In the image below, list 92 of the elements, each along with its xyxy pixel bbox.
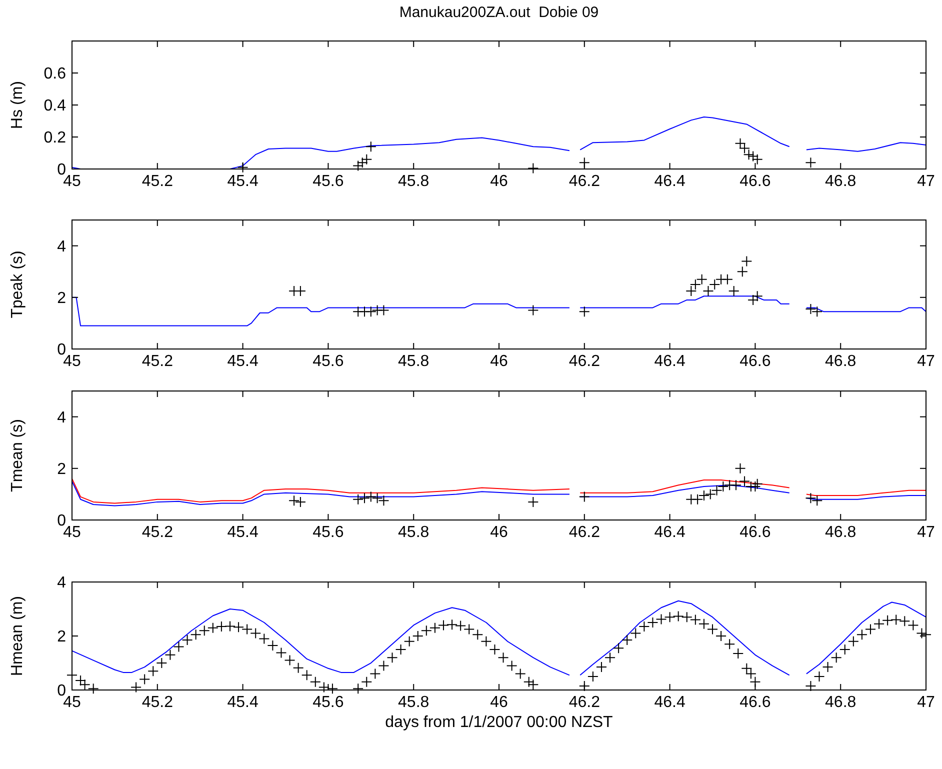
y-axis-title: Tpeak (s) (9, 250, 26, 318)
x-tick-label: 47 (917, 353, 935, 370)
point (578, 491, 590, 502)
x-tick-label: 46.8 (825, 353, 856, 370)
x-tick-label: 47 (917, 524, 935, 541)
point (237, 162, 248, 173)
point (698, 490, 710, 501)
point (752, 290, 763, 302)
point (356, 157, 368, 168)
y-tick-label: 0.6 (44, 66, 66, 83)
point (704, 488, 716, 500)
point (578, 306, 590, 318)
point (361, 154, 372, 165)
y-axis-title: Hs (m) (9, 81, 26, 129)
point (752, 478, 763, 490)
y-tick-label: 0.2 (44, 130, 66, 147)
y-tick-label: 0.4 (44, 98, 66, 115)
point (709, 279, 720, 290)
point (528, 496, 539, 508)
x-tick-label: 46.8 (825, 524, 856, 541)
x-tick-label: 46 (490, 524, 508, 541)
point (378, 304, 390, 316)
point (741, 256, 752, 267)
x-tick-label: 45.8 (398, 173, 430, 190)
x-tick-label: 47 (917, 173, 935, 190)
x-tick-label: 46.6 (740, 524, 771, 541)
x-tick-label: 45.4 (227, 694, 258, 711)
y-tick-label: 2 (57, 461, 66, 478)
x-tick-label: 46.2 (568, 173, 600, 190)
x-tick-label: 45.8 (398, 694, 430, 711)
point (702, 285, 714, 296)
x-tick-label: 45.4 (227, 524, 258, 541)
point (722, 274, 733, 285)
y-axis-title: Tmean (s) (9, 419, 26, 492)
x-tick-label: 46.6 (740, 173, 771, 190)
point (365, 491, 376, 502)
point (365, 141, 376, 152)
x-tick-label: 46.4 (654, 353, 686, 370)
y-tick-label: 2 (57, 628, 66, 646)
x-axis-title: days from 1/1/2007 00:00 NZST (385, 714, 614, 731)
x-tick-label: 45.4 (227, 353, 258, 370)
point (288, 495, 300, 506)
point (686, 285, 697, 296)
point (358, 492, 370, 504)
x-tick-label: 46.4 (654, 524, 686, 541)
x-tick-label: 45.8 (398, 353, 430, 370)
x-tick-label: 45.6 (312, 353, 344, 370)
y-tick-label: 2 (57, 290, 66, 307)
point (696, 274, 708, 285)
point (805, 157, 816, 168)
x-tick-label: 45.2 (142, 694, 174, 711)
point (711, 484, 722, 496)
x-tick-label: 45.2 (142, 173, 174, 190)
chart-title: Manukau200ZA.out Dobie 09 (399, 4, 599, 21)
x-tick-label: 46 (490, 353, 508, 370)
y-tick-label: 4 (57, 574, 66, 592)
x-tick-label: 45.6 (312, 694, 344, 711)
x-tick-label: 46.2 (568, 353, 600, 370)
point (734, 462, 746, 474)
point (736, 266, 748, 278)
y-tick-label: 4 (57, 238, 66, 256)
point (690, 279, 701, 290)
point (352, 160, 364, 172)
x-tick-label: 45.4 (227, 173, 258, 190)
x-tick-label: 45.6 (312, 173, 344, 190)
point (728, 285, 740, 296)
x-tick-label: 47 (917, 694, 935, 711)
y-tick-label: 4 (57, 409, 66, 426)
x-tick-label: 45.2 (142, 524, 174, 541)
x-tick-label: 46 (490, 694, 508, 711)
x-tick-label: 46.4 (654, 694, 686, 711)
x-tick-label: 46.8 (825, 694, 856, 711)
x-tick-label: 45.2 (142, 353, 174, 370)
x-tick-label: 45.6 (312, 524, 344, 541)
x-tick-label: 46.6 (740, 694, 771, 711)
x-tick-label: 46.4 (654, 173, 686, 190)
x-tick-label: 45.8 (398, 524, 430, 541)
y-axis-title: Hmean (m) (9, 596, 26, 676)
point (748, 294, 759, 306)
point (528, 304, 539, 316)
x-tick-label: 46.2 (568, 694, 600, 711)
x-tick-label: 46.8 (825, 173, 856, 190)
x-tick-label: 46 (490, 173, 508, 190)
point (294, 496, 306, 508)
x-tick-label: 46.2 (568, 524, 600, 541)
point (718, 480, 729, 492)
point (692, 494, 704, 505)
point (730, 480, 742, 491)
x-tick-label: 46.6 (740, 353, 771, 370)
point (528, 162, 539, 174)
point (365, 306, 376, 318)
point (352, 494, 364, 505)
